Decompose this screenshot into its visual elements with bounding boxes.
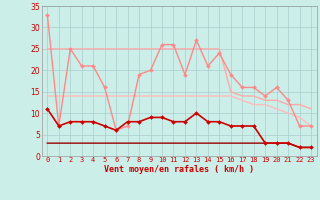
X-axis label: Vent moyen/en rafales ( km/h ): Vent moyen/en rafales ( km/h ) — [104, 165, 254, 174]
